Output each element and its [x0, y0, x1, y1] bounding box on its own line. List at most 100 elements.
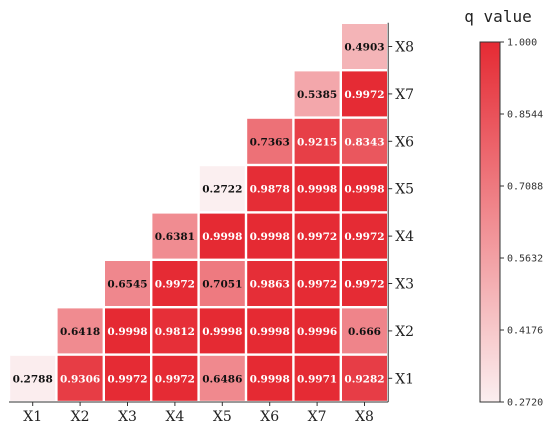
heatmap-cell-label: 0.9878: [250, 184, 290, 196]
heatmap-cell-rect: [105, 355, 150, 401]
heatmap-cell-label: 0.9863: [250, 279, 290, 291]
heatmap-cell-rect: [10, 355, 56, 401]
heatmap-cell-x8-x3: 0.9972: [342, 261, 387, 306]
heatmap-cell-label: 0.9998: [250, 373, 290, 385]
heatmap-cell-x7-x7: 0.5385: [294, 71, 340, 117]
y-tick-label-x1: X1: [395, 371, 414, 387]
heatmap-cell-rect: [342, 355, 387, 401]
heatmap-cell-rect: [199, 355, 245, 401]
heatmap-cell-x8-x1: 0.9282: [342, 355, 387, 401]
heatmap-cell-label: 0.9282: [344, 373, 384, 385]
heatmap-cell-rect: [247, 355, 293, 401]
heatmap-cell-x7-x4: 0.9972: [294, 213, 340, 259]
heatmap-cell-x4-x2: 0.9812: [152, 308, 198, 354]
heatmap-cell-label: 0.6381: [155, 231, 195, 243]
heatmap-cell-rect: [152, 213, 198, 259]
heatmap-cell-label: 0.9998: [250, 231, 290, 243]
heatmap-cell-label: 0.9972: [107, 373, 147, 385]
heatmap-cell-label: 0.9215: [297, 136, 337, 148]
colorbar-gradient: [479, 41, 501, 403]
heatmap-cell-x6-x2: 0.9998: [247, 308, 293, 354]
heatmap-cell-rect: [342, 308, 387, 354]
y-tick-label-x7: X7: [395, 87, 414, 103]
heatmap-cell-rect: [247, 213, 293, 259]
heatmap-cell-x5-x1: 0.6486: [199, 355, 245, 401]
y-tick-label-x6: X6: [395, 134, 414, 150]
colorbar-tick-label: 0.7088: [507, 182, 543, 193]
heatmap-cell-label: 0.9996: [297, 326, 337, 338]
heatmap-cell-label: 0.9812: [155, 326, 195, 338]
heatmap-cell-rect: [247, 166, 293, 212]
heatmap-cell-x2-x1: 0.9306: [57, 355, 103, 401]
y-tick-label-x2: X2: [395, 324, 414, 340]
heatmap-cell-rect: [342, 166, 387, 212]
heatmap-cell-x5-x4: 0.9998: [199, 213, 245, 259]
x-tick-label-x4: X4: [165, 409, 184, 425]
heatmap-cell-rect: [152, 355, 198, 401]
x-tick-label-x8: X8: [355, 409, 374, 425]
heatmap-cell-label: 0.9972: [344, 89, 384, 101]
heatmap-cell-rect: [342, 118, 387, 164]
heatmap-cell-x3-x3: 0.6545: [105, 261, 150, 306]
heatmap-cell-label: 0.9972: [155, 279, 195, 291]
heatmap-cell-x6-x5: 0.9878: [247, 166, 293, 212]
heatmap-cell-rect: [342, 213, 387, 259]
heatmap-cell-rect: [294, 261, 340, 306]
heatmap-cell-x3-x1: 0.9972: [105, 355, 150, 401]
heatmap-cell-label: 0.2788: [13, 373, 53, 385]
heatmap-cell-rect: [105, 308, 150, 354]
heatmap-cell-rect: [247, 261, 293, 306]
heatmap-cell-label: 0.7051: [202, 279, 242, 291]
heatmap-cell-rect: [342, 24, 387, 69]
x-tick-label-x1: X1: [23, 409, 42, 425]
heatmap-cell-rect: [342, 261, 387, 306]
colorbar-tick-label: 0.4176: [507, 326, 543, 337]
heatmap-cell-label: 0.9998: [202, 326, 242, 338]
heatmap-axes: X1 X2 X3 X4 X5 X6 X7 X8 X1 X2 X3 X4 X5 X6 X7 X8: [9, 22, 414, 425]
heatmap-cell-x8-x6: 0.8343: [342, 118, 387, 164]
heatmap-cell-x7-x5: 0.9998: [294, 166, 340, 212]
heatmap-cell-label: 0.2722: [202, 184, 242, 196]
heatmap-cell-label: 0.9998: [107, 326, 147, 338]
heatmap-cell-rect: [294, 166, 340, 212]
heatmap-cell-label: 0.5385: [297, 89, 337, 101]
x-tick-label-x6: X6: [260, 409, 279, 425]
heatmap-cell-label: 0.6418: [60, 326, 100, 338]
heatmap-cell-x6-x4: 0.9998: [247, 213, 293, 259]
heatmap-cell-rect: [152, 308, 198, 354]
heatmap-cell-rect: [57, 355, 103, 401]
heatmap-cell-x1-x1: 0.2788: [10, 355, 56, 401]
y-tick-label-x5: X5: [395, 182, 414, 198]
heatmap-cells: 0.2788 0.9306 0.9972 0.9972 0.6486 0.9998 0.99…: [10, 24, 387, 401]
heatmap-cell-label: 0.9972: [344, 279, 384, 291]
heatmap-cell-label: 0.9998: [344, 184, 384, 196]
heatmap-cell-rect: [199, 166, 245, 212]
heatmap-cell-x8-x7: 0.9972: [342, 71, 387, 117]
heatmap-cell-rect: [199, 213, 245, 259]
y-tick-label-x3: X3: [395, 277, 414, 293]
x-tick-label-x2: X2: [71, 409, 90, 425]
heatmap-cell-label: 0.9972: [297, 231, 337, 243]
heatmap-cell-x3-x2: 0.9998: [105, 308, 150, 354]
heatmap-cell-label: 0.9998: [202, 231, 242, 243]
heatmap-cell-x4-x4: 0.6381: [152, 213, 198, 259]
y-tick-label-x8: X8: [395, 40, 414, 56]
heatmap-cell-rect: [247, 118, 293, 164]
heatmap-cell-x2-x2: 0.6418: [57, 308, 103, 354]
heatmap-cell-x8-x5: 0.9998: [342, 166, 387, 212]
colorbar: q value 1.000 0.8544 0.7088 0.5632 0.4176 0.27…: [464, 7, 543, 409]
heatmap-cell-rect: [294, 308, 340, 354]
heatmap-cell-label: 0.6545: [107, 279, 147, 291]
heatmap-cell-label: 0.4903: [344, 42, 384, 54]
heatmap-cell-x4-x3: 0.9972: [152, 261, 198, 306]
heatmap-cell-label: 0.666: [348, 326, 381, 338]
heatmap-cell-x8-x8: 0.4903: [342, 24, 387, 69]
heatmap-cell-rect: [342, 71, 387, 117]
heatmap-cell-rect: [152, 261, 198, 306]
x-tick-label-x5: X5: [213, 409, 232, 425]
heatmap-cell-x4-x1: 0.9972: [152, 355, 198, 401]
heatmap-cell-x5-x2: 0.9998: [199, 308, 245, 354]
heatmap-cell-x7-x6: 0.9215: [294, 118, 340, 164]
heatmap-cell-rect: [199, 308, 245, 354]
